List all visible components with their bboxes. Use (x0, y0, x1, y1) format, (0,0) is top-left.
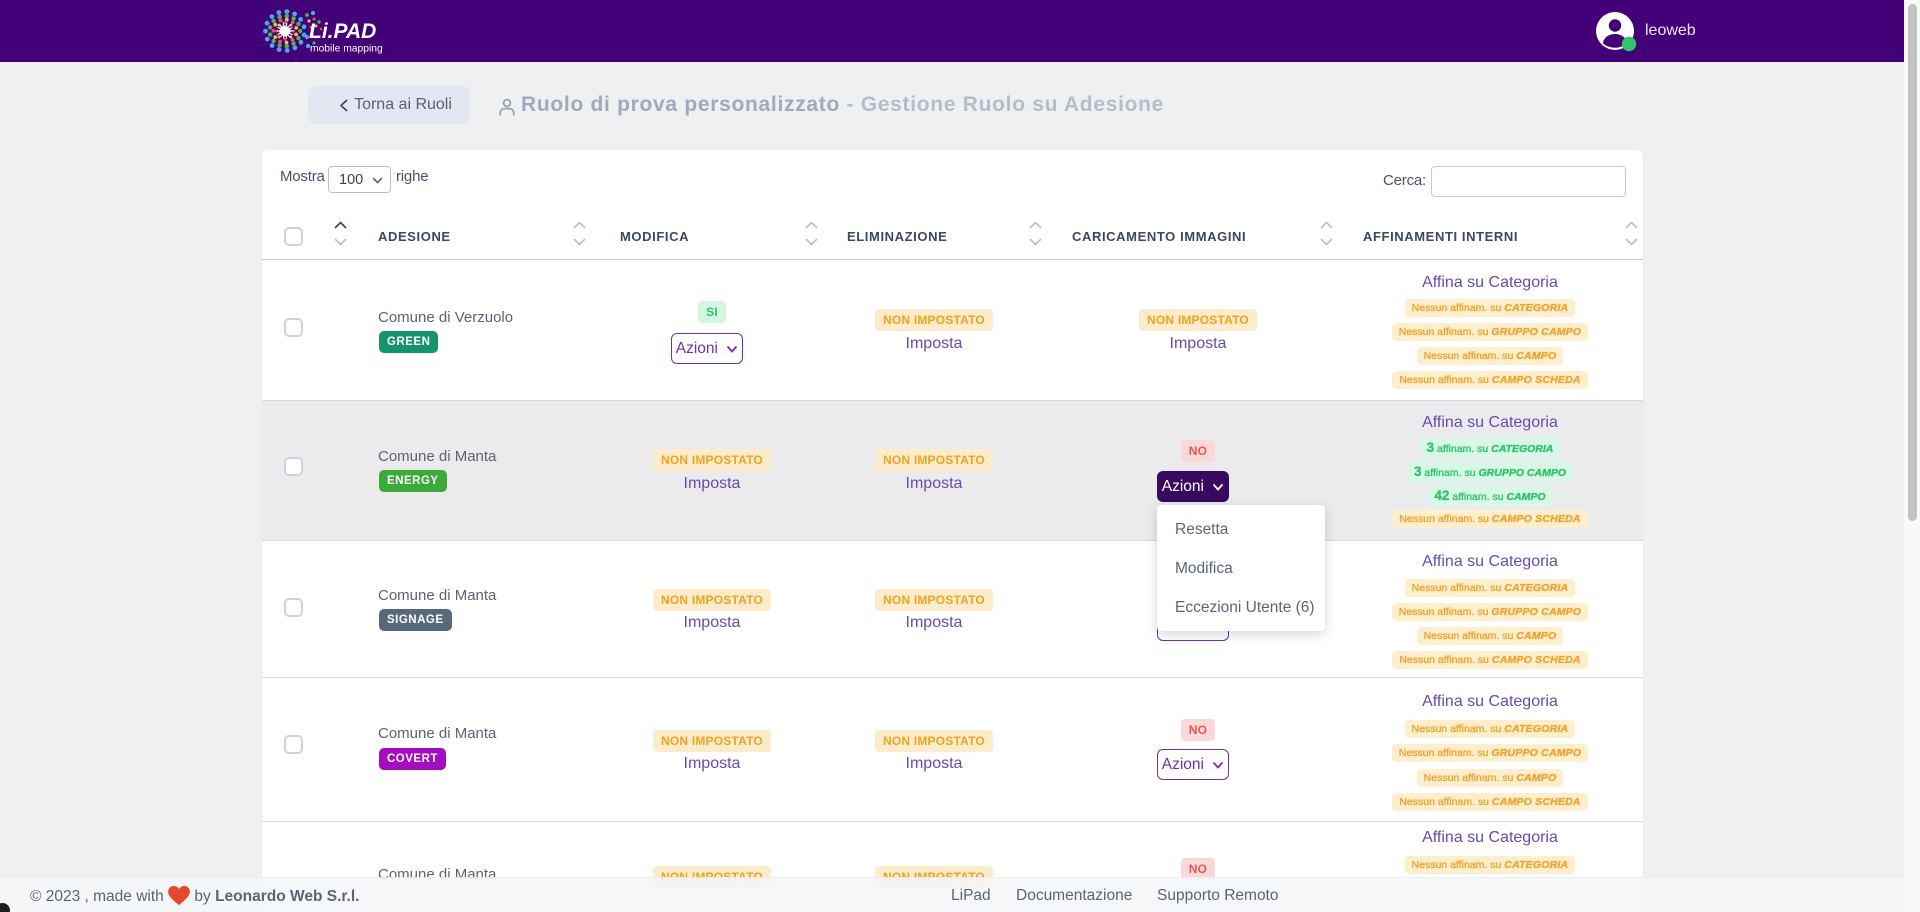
svg-text:mobile mapping: mobile mapping (310, 44, 383, 55)
svg-text:Li.PAD: Li.PAD (309, 20, 376, 43)
